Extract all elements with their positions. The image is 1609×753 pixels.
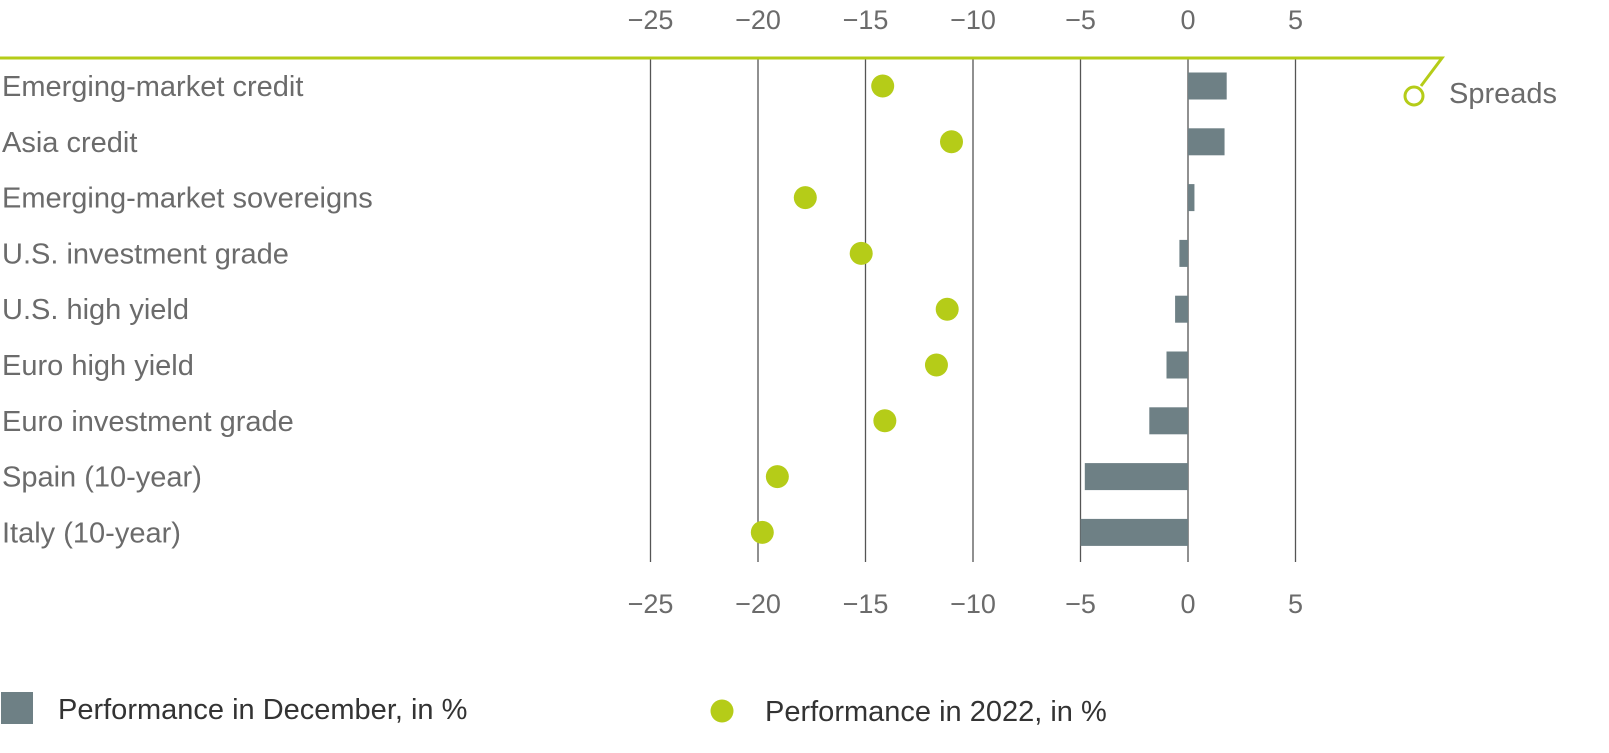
- december-bar: [1166, 351, 1188, 379]
- december-bars: [1080, 72, 1227, 546]
- december-bar: [1188, 128, 1225, 156]
- category-label: Spain (10-year): [2, 462, 202, 494]
- year-2022-dot: [940, 130, 963, 154]
- year-2022-dot: [750, 520, 774, 544]
- december-bar: [1149, 407, 1188, 435]
- legend-label-2022: Performance in 2022, in %: [765, 696, 1107, 728]
- year-2022-dot: [849, 241, 873, 265]
- year-2022-dot: [935, 297, 959, 321]
- bottom-axis-tick-label: 5: [1288, 589, 1303, 619]
- category-labels: Emerging-market credit Asia credit Emergin…: [2, 71, 373, 549]
- legend: Performance in December, in % Performanc…: [1, 692, 1107, 728]
- year-2022-dot: [793, 186, 817, 210]
- top-axis-tick-label: −25: [628, 5, 674, 35]
- legend-label-december: Performance in December, in %: [58, 694, 467, 726]
- december-bar: [1175, 295, 1188, 323]
- bottom-axis-tick-label: −15: [843, 589, 889, 619]
- legend-circle-icon: [710, 699, 734, 723]
- spreads-marker-icon: [1403, 85, 1425, 107]
- top-axis-tick-label: 0: [1180, 5, 1195, 35]
- bottom-axis-tick-labels: −25 −20 −15 −10 −5 0 5: [628, 589, 1303, 619]
- year-2022-dots: [750, 74, 963, 544]
- category-label: Asia credit: [2, 127, 137, 159]
- year-2022-dot: [765, 465, 789, 489]
- year-2022-dot: [873, 409, 897, 433]
- spreads-accent-line: [0, 56, 1445, 87]
- category-label: Italy (10-year): [2, 517, 181, 549]
- top-axis-tick-label: 5: [1288, 5, 1303, 35]
- category-label: Emerging-market sovereigns: [2, 183, 373, 215]
- december-bar: [1179, 239, 1188, 267]
- december-bar: [1084, 463, 1188, 491]
- bottom-axis-tick-label: −20: [735, 589, 781, 619]
- top-axis-tick-label: −20: [735, 5, 781, 35]
- top-axis-tick-label: −10: [950, 5, 996, 35]
- category-label: Euro high yield: [2, 350, 194, 382]
- bottom-axis-tick-label: −10: [950, 589, 996, 619]
- legend-square-icon: [1, 692, 33, 724]
- bottom-axis-tick-label: −5: [1065, 589, 1096, 619]
- accent-line-group: Spreads: [0, 56, 1557, 110]
- bottom-axis-tick-label: −25: [628, 589, 674, 619]
- bottom-axis-tick-label: 0: [1180, 589, 1195, 619]
- december-bar: [1188, 184, 1195, 212]
- top-axis-tick-label: −15: [843, 5, 889, 35]
- spreads-label: Spreads: [1449, 78, 1557, 110]
- year-2022-dot: [871, 74, 895, 98]
- category-label: Emerging-market credit: [2, 71, 303, 103]
- year-2022-dot: [924, 353, 948, 377]
- top-axis-tick-labels: −25 −20 −15 −10 −5 0 5: [628, 5, 1303, 35]
- category-label: Euro investment grade: [2, 406, 294, 438]
- category-label: U.S. high yield: [2, 294, 189, 326]
- december-bar: [1080, 518, 1188, 546]
- top-axis-tick-label: −5: [1065, 5, 1096, 35]
- december-bar: [1188, 72, 1227, 100]
- category-label: U.S. investment grade: [2, 238, 289, 270]
